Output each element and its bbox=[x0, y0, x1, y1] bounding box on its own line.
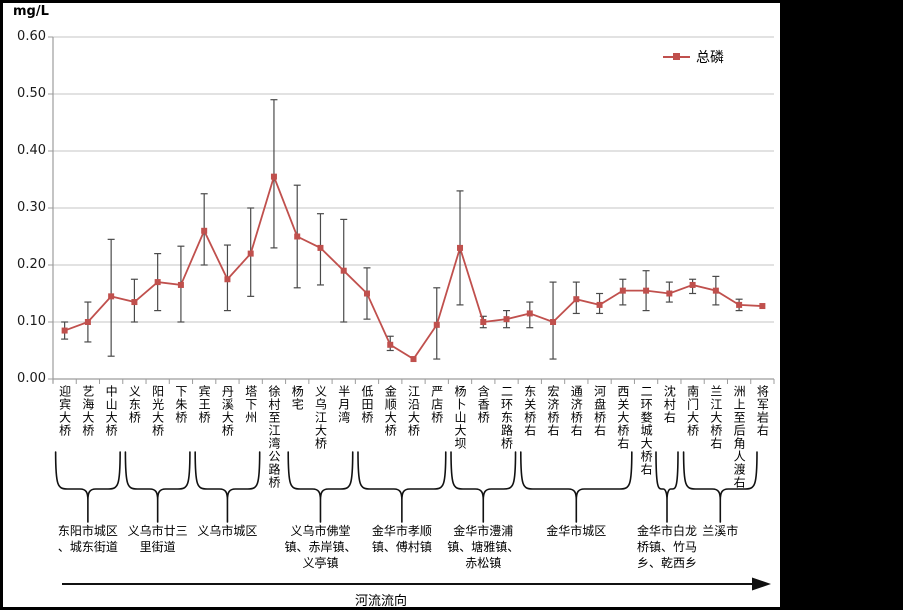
x-axis-category-label: 南门大桥 bbox=[685, 385, 700, 437]
x-axis-category-label: 杨宅 bbox=[290, 385, 305, 411]
x-axis-category-label: 下朱桥 bbox=[173, 385, 188, 424]
data-point-marker bbox=[201, 227, 208, 234]
data-point-marker bbox=[480, 319, 487, 325]
data-point-marker bbox=[643, 287, 650, 294]
region-group-label: 义乌市廿三 里街道 bbox=[127, 524, 188, 554]
x-axis-category-label: 中山大桥 bbox=[104, 385, 119, 437]
data-point-marker bbox=[247, 250, 254, 257]
x-axis-category-label: 西关大桥右 bbox=[615, 385, 630, 450]
series-line bbox=[64, 173, 763, 361]
x-axis-category-label: 阳光大桥 bbox=[150, 385, 165, 437]
x-axis-category-label: 义东桥 bbox=[127, 385, 142, 424]
x-axis-category-label: 杨卜山大坝 bbox=[453, 385, 468, 450]
x-axis-category-label: 东关桥右 bbox=[522, 385, 537, 437]
data-point-marker bbox=[294, 233, 301, 240]
x-axis-category-label: 洲上至后角人渡右 bbox=[732, 385, 747, 489]
data-point-marker bbox=[108, 293, 115, 300]
y-axis-tick-label: 0.00 bbox=[17, 371, 46, 386]
data-point-marker bbox=[736, 301, 743, 308]
y-axis-unit-label: mg/L bbox=[13, 4, 49, 19]
group-brace bbox=[682, 451, 758, 523]
x-axis-category-label: 江沿大桥 bbox=[406, 385, 421, 437]
x-axis-category-label: 金顺大桥 bbox=[383, 385, 398, 437]
x-axis-category-label: 兰江大桥右 bbox=[708, 385, 723, 450]
data-point-marker bbox=[712, 287, 719, 294]
data-point-marker bbox=[317, 244, 324, 251]
x-axis-category-label: 河盘桥右 bbox=[592, 385, 607, 437]
legend-line-marker-icon bbox=[663, 53, 690, 60]
x-axis-category-label: 通济桥右 bbox=[569, 385, 584, 437]
flow-direction-label: 河流流向 bbox=[354, 594, 407, 609]
data-point-marker bbox=[503, 316, 510, 323]
data-point-marker bbox=[433, 321, 440, 328]
y-axis-tick-label: 0.40 bbox=[17, 143, 46, 158]
region-group-label: 义乌市佛堂 镇、赤岸镇、 义亭镇 bbox=[284, 524, 357, 570]
x-axis-category-label: 义乌江大桥 bbox=[313, 385, 328, 450]
group-brace bbox=[54, 451, 121, 523]
data-point-marker bbox=[596, 301, 603, 308]
flow-arrow-head bbox=[752, 577, 771, 591]
y-axis-tick-label: 0.10 bbox=[17, 314, 46, 329]
x-axis-category-label: 含香桥 bbox=[476, 385, 491, 424]
data-point-marker bbox=[340, 267, 347, 274]
y-axis-tick-label: 0.50 bbox=[17, 86, 46, 101]
legend-series-label: 总磷 bbox=[696, 50, 724, 66]
data-point-marker bbox=[759, 303, 766, 310]
region-group-label: 兰溪市 bbox=[702, 524, 739, 538]
data-point-marker bbox=[689, 281, 696, 288]
data-point-marker bbox=[387, 341, 394, 348]
data-point-marker bbox=[526, 310, 533, 317]
group-brace bbox=[450, 451, 517, 523]
data-point-marker bbox=[61, 327, 68, 334]
x-axis-category-label: 宾王桥 bbox=[197, 385, 212, 424]
x-axis-category-label: 丹溪大桥 bbox=[220, 385, 235, 437]
region-group-label: 金华市城区 bbox=[546, 524, 607, 538]
x-axis-category-label: 二环婺城大桥右 bbox=[639, 385, 654, 476]
data-point-marker bbox=[573, 296, 580, 303]
x-axis-category-label: 低田桥 bbox=[359, 385, 374, 424]
group-brace bbox=[357, 451, 447, 523]
data-point-marker bbox=[154, 279, 161, 286]
x-axis-category-label: 迎宾大桥 bbox=[57, 385, 72, 437]
region-group-label: 义乌市城区 bbox=[197, 524, 258, 538]
region-group-label: 东阳市城区 、城东街道 bbox=[57, 524, 118, 554]
data-point-marker bbox=[666, 290, 673, 297]
x-axis-category-label: 将军岩右 bbox=[755, 385, 770, 437]
legend: 总磷 bbox=[663, 47, 724, 67]
region-group-label: 金华市孝顺 镇、傅村镇 bbox=[371, 524, 432, 554]
region-group-label: 金华市澧浦 镇、塘雅镇、 赤松镇 bbox=[447, 524, 520, 570]
data-point-marker bbox=[550, 319, 557, 325]
x-axis-category-label: 塔下州 bbox=[243, 385, 258, 424]
data-point-marker bbox=[177, 281, 184, 288]
y-axis-tick-label: 0.30 bbox=[17, 200, 46, 215]
x-axis-category-label: 二环东路桥 bbox=[499, 385, 514, 450]
x-axis-category-label: 半月湾 bbox=[336, 385, 351, 424]
group-brace bbox=[287, 451, 354, 523]
region-group-label: 金华市白龙 桥镇、竹马 乡、乾西乡 bbox=[636, 524, 697, 570]
data-point-marker bbox=[224, 276, 231, 283]
x-axis-category-label: 艺海大桥 bbox=[80, 385, 95, 437]
x-axis-category-label: 徐村至江湾公路桥 bbox=[266, 385, 281, 489]
data-point-marker bbox=[270, 173, 277, 180]
y-axis-tick-label: 0.20 bbox=[17, 257, 46, 272]
data-point-marker bbox=[619, 287, 626, 294]
y-axis-tick-label: 0.60 bbox=[17, 29, 46, 44]
data-point-marker bbox=[131, 299, 138, 306]
x-axis-category-label: 沈村右 bbox=[662, 385, 677, 424]
data-point-marker bbox=[457, 244, 464, 251]
group-brace bbox=[194, 451, 261, 523]
data-point-marker bbox=[410, 356, 417, 363]
group-brace bbox=[124, 451, 191, 523]
group-brace bbox=[519, 451, 633, 523]
data-point-marker bbox=[84, 319, 91, 325]
x-axis-category-label: 宏济桥右 bbox=[546, 385, 561, 437]
group-brace bbox=[655, 451, 679, 523]
data-point-marker bbox=[363, 290, 370, 297]
x-axis-category-label: 严店桥 bbox=[429, 385, 444, 424]
